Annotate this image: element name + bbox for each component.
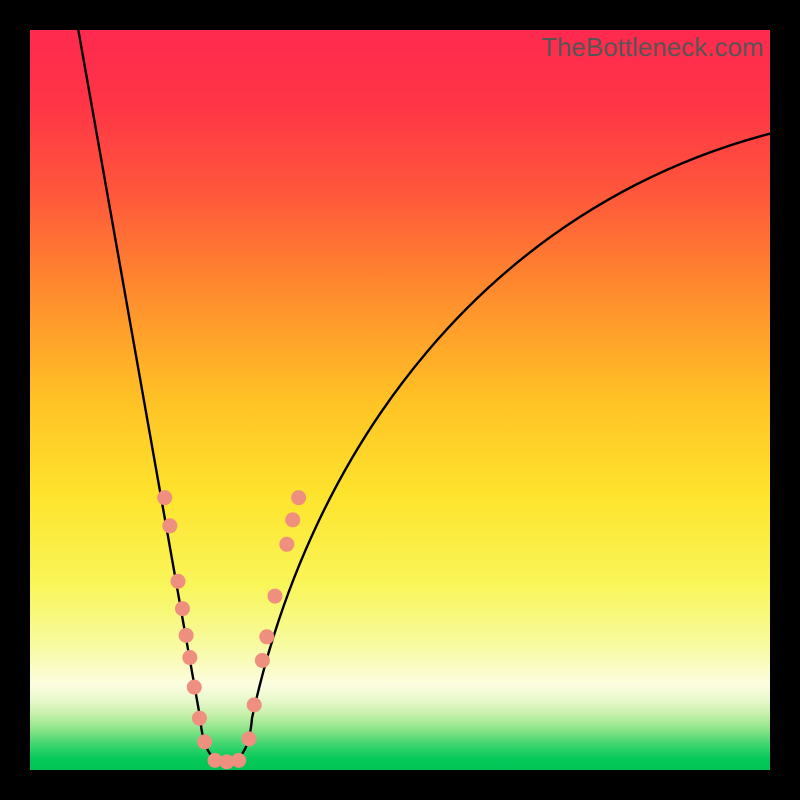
data-point	[162, 518, 177, 533]
gradient-background	[30, 30, 770, 770]
data-point	[175, 601, 190, 616]
data-point	[285, 512, 300, 527]
data-point	[157, 490, 172, 505]
data-point	[279, 537, 294, 552]
plot-area	[30, 30, 770, 770]
data-point	[255, 653, 270, 668]
data-point	[192, 711, 207, 726]
data-point	[179, 628, 194, 643]
watermark-text: TheBottleneck.com	[541, 32, 764, 63]
data-point	[187, 680, 202, 695]
data-point	[182, 650, 197, 665]
data-point	[171, 574, 186, 589]
data-point	[242, 731, 257, 746]
data-point	[259, 629, 274, 644]
data-point	[247, 697, 262, 712]
data-point	[231, 753, 246, 768]
data-point	[197, 734, 212, 749]
data-point	[291, 490, 306, 505]
chart-frame: TheBottleneck.com	[0, 0, 800, 800]
data-point	[267, 589, 282, 604]
bottleneck-curve-chart	[30, 30, 770, 770]
